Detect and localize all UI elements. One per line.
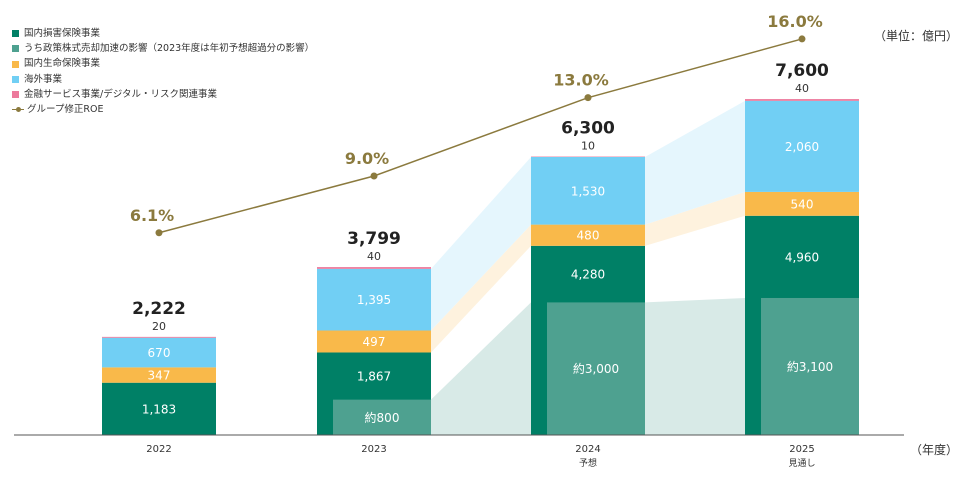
value-label-domestic-life: 480 xyxy=(577,229,600,243)
bar-policy-stock-subset xyxy=(333,399,431,435)
band-policy-stock xyxy=(645,297,745,435)
legend-swatch xyxy=(12,90,19,98)
roe-label: 13.0% xyxy=(553,71,609,90)
value-label-financial-digital: 20 xyxy=(152,320,166,333)
chart-legend: 国内損害保険事業 うち政策株式売却加速の影響（2023年度は年初予想超過分の影響… xyxy=(12,26,314,117)
roe-line xyxy=(158,38,803,234)
bar-policy-stock-subset xyxy=(547,302,645,435)
x-axis-unit-label: （年度） xyxy=(909,443,958,457)
roe-point xyxy=(155,229,163,237)
bar-policy-stock-subset xyxy=(761,297,859,435)
legend-label: 海外事業 xyxy=(24,73,63,85)
legend-label: 国内損害保険事業 xyxy=(24,28,101,39)
value-label-overseas: 1,530 xyxy=(571,184,605,198)
bar-domestic-life xyxy=(531,224,645,246)
bar-overseas xyxy=(531,156,645,225)
roe-label: 6.1% xyxy=(130,206,174,225)
bar-domestic-nonlife xyxy=(102,382,216,435)
total-label: 7,600 xyxy=(775,61,829,81)
value-label-policy-stock: 約3,000 xyxy=(573,361,619,376)
band-domestic-life xyxy=(645,191,745,246)
value-label-financial-digital: 40 xyxy=(367,250,381,263)
legend-item-policy-stock: うち政策株式売却加速の影響（2023年度は年初予想超過分の影響） xyxy=(12,41,314,56)
roe-point xyxy=(584,94,592,102)
roe-point xyxy=(798,35,806,43)
legend-item-financial-digital: 金融サービス事業/デジタル・リスク関連事業 xyxy=(12,87,314,102)
legend-swatch xyxy=(12,75,19,83)
band-domestic-life xyxy=(431,224,531,353)
x-tick-label: 2023 xyxy=(361,444,386,455)
legend-swatch xyxy=(12,30,19,38)
value-label-policy-stock: 約3,100 xyxy=(787,359,833,374)
value-label-overseas: 670 xyxy=(148,346,171,360)
bar-financial-digital xyxy=(317,267,431,269)
bar-overseas xyxy=(102,337,216,368)
value-label-overseas: 2,060 xyxy=(785,140,819,154)
value-label-domestic-life: 540 xyxy=(791,197,814,211)
legend-label: 金融サービス事業/デジタル・リスク関連事業 xyxy=(24,88,218,100)
bar-overseas xyxy=(317,268,431,331)
value-label-domestic-nonlife: 1,183 xyxy=(142,402,176,416)
value-label-domestic-nonlife: 4,280 xyxy=(571,268,605,282)
bar-overseas xyxy=(745,100,859,192)
bar-financial-digital xyxy=(745,99,859,101)
band-policy-stock xyxy=(431,302,531,435)
x-tick-label: 2022 xyxy=(146,444,171,455)
x-tick-sublabel: 見通し xyxy=(788,458,815,469)
legend-label: うち政策株式売却加速の影響（2023年度は年初予想超過分の影響） xyxy=(24,43,315,55)
legend-item-overseas: 海外事業 xyxy=(12,72,314,87)
legend-line-marker xyxy=(12,106,24,114)
unit-label: （単位：億円） xyxy=(873,29,958,43)
legend-label: 国内生命保険事業 xyxy=(24,58,101,70)
band-overseas xyxy=(431,156,531,331)
legend-swatch xyxy=(12,45,19,53)
roe-label: 9.0% xyxy=(345,149,389,168)
legend-item-roe: グループ修正ROE xyxy=(12,102,314,117)
value-label-domestic-nonlife: 4,960 xyxy=(785,250,819,264)
legend-swatch xyxy=(12,60,19,68)
value-label-overseas: 1,395 xyxy=(357,293,391,307)
bar-domestic-life xyxy=(102,367,216,383)
total-label: 6,300 xyxy=(561,119,615,139)
total-label: 3,799 xyxy=(347,229,401,249)
roe-label: 16.0% xyxy=(767,12,823,31)
value-label-financial-digital: 40 xyxy=(795,82,809,95)
bar-financial-digital xyxy=(102,336,216,338)
value-label-financial-digital: 10 xyxy=(581,140,595,153)
legend-item-domestic-life: 国内生命保険事業 xyxy=(12,56,314,71)
roe-point xyxy=(370,172,378,180)
x-tick-label: 2024 xyxy=(575,444,600,455)
total-label: 2,222 xyxy=(132,299,186,319)
value-label-domestic-nonlife: 1,867 xyxy=(357,370,391,384)
legend-label: グループ修正ROE xyxy=(27,104,104,116)
legend-item-domestic-nonlife: 国内損害保険事業 xyxy=(12,26,314,41)
value-label-domestic-life: 347 xyxy=(148,369,171,383)
x-tick-sublabel: 予想 xyxy=(579,457,597,469)
band-overseas xyxy=(645,100,745,225)
x-tick-label: 2025 xyxy=(789,444,814,455)
value-label-policy-stock: 約800 xyxy=(365,410,400,425)
bar-domestic-life xyxy=(745,191,859,216)
value-label-domestic-life: 497 xyxy=(363,335,386,349)
bar-domestic-life xyxy=(317,330,431,353)
